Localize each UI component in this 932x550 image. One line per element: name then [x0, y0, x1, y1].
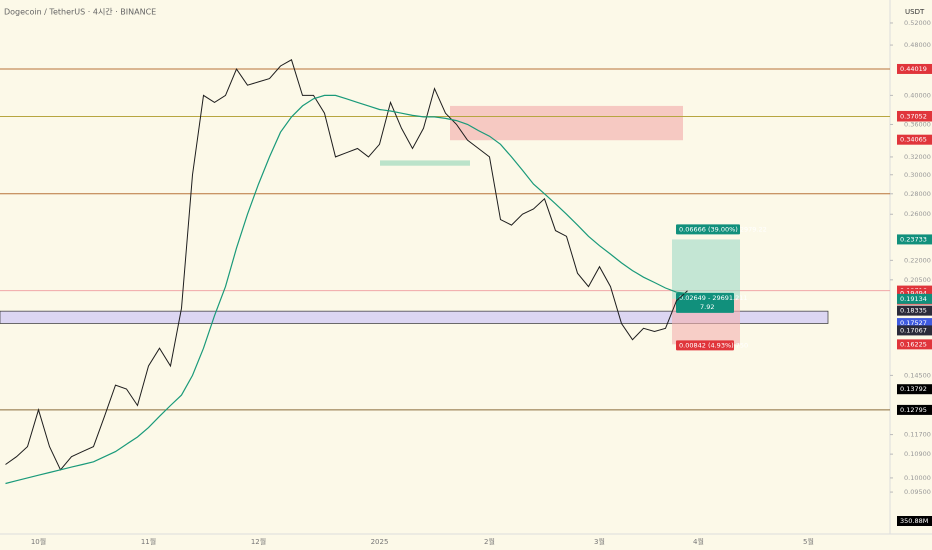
- price-label: 0.44019: [900, 65, 927, 73]
- x-tick-label: 3월: [594, 537, 605, 546]
- y-tick-label: 0.30000: [904, 171, 931, 179]
- price-label-bg: [897, 339, 932, 350]
- position-target-label: 0.06666 (39.00%) 2979.22: [679, 225, 767, 233]
- volume-label-bg: [897, 516, 932, 526]
- price-line: [5, 94, 688, 485]
- price-label-bg: [897, 234, 932, 245]
- price-label: 0.17067: [900, 326, 927, 334]
- x-tick-label: 2월: [484, 537, 495, 546]
- x-tick-label: 4월: [693, 537, 704, 546]
- y-tick-label: 0.28000: [904, 190, 931, 198]
- x-tick-label: 2025: [371, 538, 389, 546]
- price-label: 0.19134: [900, 295, 927, 303]
- y-tick-label: 0.52000: [904, 19, 931, 27]
- position-stop-label-bg: [676, 340, 734, 351]
- y-tick-label: 0.36000: [904, 120, 931, 128]
- x-tick-label: 10월: [31, 537, 46, 546]
- position-stop-label: 0.00842 (4.93%) 750: [679, 341, 748, 349]
- price-label-bg: [897, 111, 932, 122]
- y-tick-label: 0.20500: [904, 276, 931, 284]
- position-target-label-bg: [676, 224, 740, 235]
- y-tick-label: 0.32000: [904, 153, 931, 161]
- y-tick-label: 0.22000: [904, 256, 931, 264]
- x-tick-label: 12월: [251, 537, 266, 546]
- position-profit: [672, 239, 740, 299]
- position-entry-label: 0.02649 - 29691.211: [679, 294, 748, 302]
- currency: USDT: [905, 8, 925, 16]
- y-tick-label: 0.10900: [904, 450, 931, 458]
- chart-title: Dogecoin / TetherUS · 4시간 · BINANCE: [4, 7, 156, 17]
- price-label-bg: [897, 134, 932, 145]
- position-entry-sub: 7.92: [700, 303, 714, 311]
- price-label-bg: [897, 318, 932, 329]
- price-line: [5, 59, 688, 471]
- price-label: 0.19494: [900, 290, 927, 298]
- y-tick-label: 0.40000: [904, 91, 931, 99]
- price-label: 0.37052: [900, 112, 927, 120]
- price-label-bg: [897, 288, 932, 299]
- price-label-bg: [897, 305, 932, 316]
- y-tick-label: 0.09500: [904, 488, 931, 496]
- zone: [450, 105, 683, 141]
- zone: [380, 160, 470, 166]
- price-label: 0.12795: [900, 406, 927, 414]
- y-tick-label: 0.10000: [904, 474, 931, 482]
- price-label-bg: [897, 325, 932, 336]
- y-tick-label: 0.11700: [904, 431, 931, 439]
- y-tick-label: 0.26000: [904, 210, 931, 218]
- volume-label: 350.88M: [900, 517, 928, 525]
- y-tick-label: 0.48000: [904, 41, 931, 49]
- x-tick-label: 5월: [803, 537, 814, 546]
- price-label: 0.18335: [900, 307, 927, 315]
- price-label-bg: [897, 384, 932, 395]
- y-tick-label: 0.14500: [904, 371, 931, 379]
- price-label: 0.23733: [900, 235, 927, 243]
- price-label-bg: [897, 293, 932, 304]
- position-entry-bg: [676, 292, 734, 313]
- price-label-bg: [897, 63, 932, 74]
- price-label: 0.34065: [900, 136, 927, 144]
- price-label: 0.16225: [900, 340, 927, 348]
- x-tick-label: 11월: [141, 537, 156, 546]
- price-label: 0.13792: [900, 385, 927, 393]
- price-label-bg: [897, 404, 932, 415]
- price-label: 0.17527: [900, 319, 927, 327]
